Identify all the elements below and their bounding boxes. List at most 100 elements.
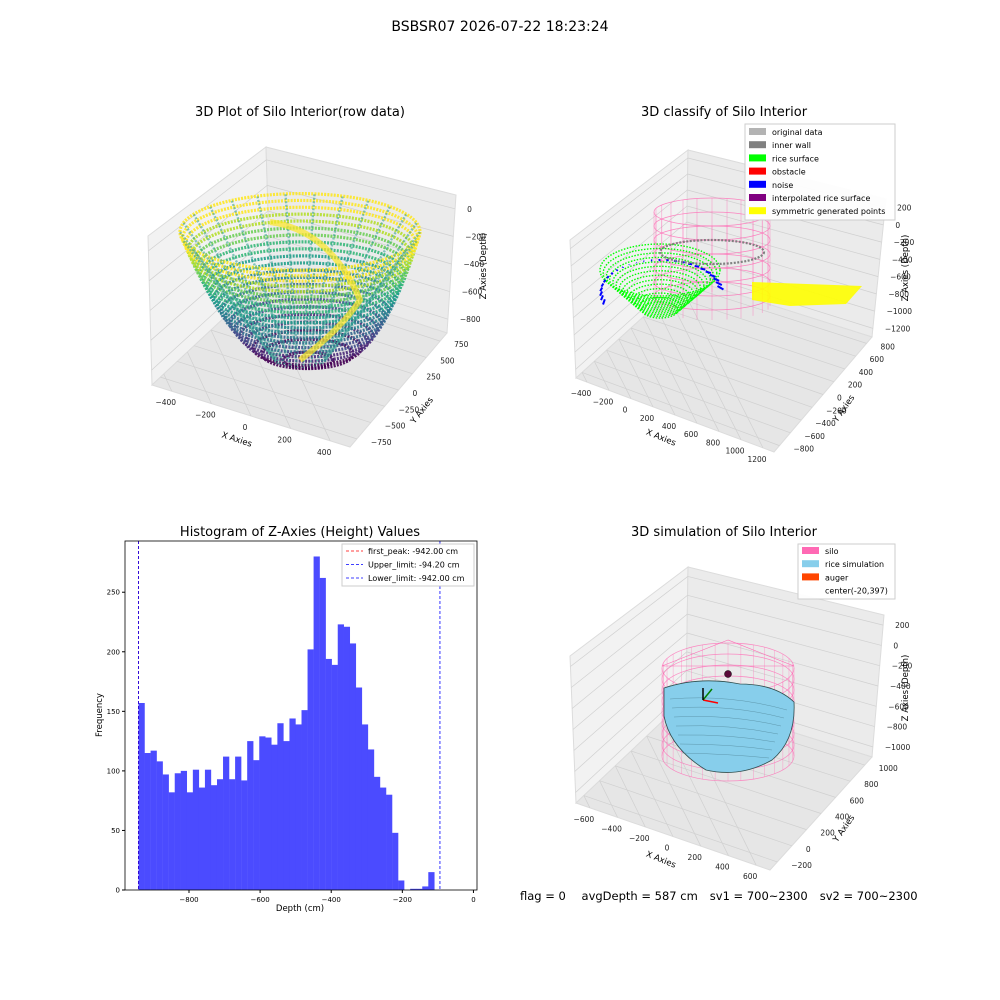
z-tick-label: 0	[467, 205, 472, 214]
histogram-bar	[307, 649, 314, 890]
histogram-bar	[271, 744, 278, 890]
x-tick-label: −200	[629, 834, 650, 843]
histogram-bar	[180, 770, 188, 890]
histogram-bar	[331, 664, 338, 890]
histogram-bar	[235, 756, 242, 890]
center-marker	[724, 670, 732, 678]
histogram-bar	[144, 753, 151, 890]
classify-legend: original data inner wall rice surface obsta…	[744, 123, 896, 221]
raw-scan-stripe	[192, 213, 279, 357]
histogram-bar	[422, 886, 429, 890]
surface-mesh-line	[681, 752, 770, 759]
noise-point	[621, 266, 624, 269]
grid-line-y	[606, 349, 802, 421]
raw-scan-stripe	[192, 248, 279, 365]
z-tick-label: −800	[888, 290, 909, 299]
legend-label: Lower_limit: -942.00 cm	[368, 574, 465, 583]
histogram-bar	[343, 626, 351, 890]
sv1-text: sv1 = 700~2300	[709, 889, 808, 903]
histogram-bar	[247, 741, 254, 890]
histogram-bar	[301, 710, 308, 890]
raw-scan-stripe	[230, 200, 287, 354]
x-tick-label: −600	[574, 815, 595, 824]
legend-swatch	[802, 547, 819, 554]
histogram-y-tick-label: 100	[107, 767, 120, 775]
histogram-bar	[367, 749, 375, 890]
legend-swatch	[749, 180, 766, 188]
z-tick-label: −800	[887, 723, 908, 732]
status-footer: flag = 0 avgDepth = 587 cm sv1 = 700~2300…	[520, 889, 930, 903]
y-tick-label: 500	[440, 356, 455, 365]
z-tick-label: −1000	[885, 743, 911, 752]
y-tick-label: 1000	[879, 764, 898, 773]
y-tick-label: −500	[385, 422, 406, 431]
histogram-bar	[313, 556, 320, 890]
grid-line-z	[151, 261, 270, 371]
histogram-plot-area: −800 −600 −400 −200 0 0 50 100 150 200 250	[107, 541, 476, 904]
silo-roof-cone	[661, 639, 795, 667]
x-tick-label: 0	[623, 406, 628, 415]
y-tick-label: 0	[837, 394, 842, 403]
raw-scan-stripe	[230, 262, 287, 368]
grid-line-y	[583, 795, 778, 863]
grid-line-y	[160, 376, 358, 440]
x-tick-label: 400	[317, 448, 332, 457]
y-tick-label: −750	[371, 438, 392, 447]
grid-line-x	[655, 305, 720, 432]
z-tick-label: −200	[894, 238, 915, 247]
grid-line-z	[570, 173, 688, 267]
noise-point	[688, 262, 693, 266]
legend-swatch	[749, 128, 766, 135]
grid-line-x	[642, 316, 698, 424]
grid-line-y	[599, 780, 792, 847]
y-tick-label: 200	[848, 381, 863, 390]
x-tick-label: 400	[715, 863, 730, 872]
grid-line-z	[571, 595, 688, 688]
noise-point	[715, 281, 723, 286]
legend-label: Upper_limit: -94.20 cm	[368, 561, 460, 570]
raw-scan-stripe	[256, 196, 293, 353]
histogram-bar	[289, 718, 296, 890]
y-tick-label: 0	[413, 389, 418, 398]
histogram-bar	[386, 794, 393, 890]
grid-line-x	[679, 283, 764, 449]
grid-line-y	[618, 338, 813, 408]
raw-scan-stripe	[313, 200, 370, 354]
z-tick-label: −800	[460, 315, 481, 324]
x-tick-label: 200	[640, 414, 655, 423]
rice-surface-ring	[612, 261, 708, 304]
y-tick-label: 600	[850, 796, 865, 805]
grid-line-y	[615, 765, 807, 830]
raw-scan-stripe	[301, 269, 316, 369]
grid-line-y	[581, 372, 780, 446]
legend-swatch	[749, 141, 766, 149]
x-tick-label: 400	[662, 422, 677, 431]
figure-suptitle: BSBSR07 2026-07-22 18:23:24	[391, 19, 608, 35]
noise-point	[606, 275, 610, 279]
grid-line-z	[686, 651, 877, 707]
histogram-bar	[186, 792, 194, 890]
z-tick-label: −400	[892, 255, 913, 264]
z-tick-label: −600	[890, 273, 911, 282]
histogram-bar	[373, 776, 381, 890]
legend-label: noise	[772, 181, 793, 190]
histogram-bar	[265, 737, 272, 890]
rice-surface-ring	[602, 247, 718, 299]
histogram-bar	[162, 774, 169, 890]
z-tick-label: −400	[890, 682, 911, 691]
y-tick-label: −800	[793, 445, 814, 454]
z-tick-label: 0	[893, 641, 898, 650]
histogram-bar	[150, 750, 157, 890]
histogram-x-tick-label: −200	[393, 896, 412, 904]
histogram-legend: first_peak: -942.00 cm Upper_limit: -94.2…	[341, 543, 475, 587]
simulation-3d-plot: 3D simulation of Silo Interior −600−400−…	[569, 525, 913, 881]
histogram-x-tick-label: −600	[250, 896, 269, 904]
legend-label: interpolated rice surface	[772, 194, 870, 203]
y-tick-label: 250	[426, 373, 441, 382]
grid-line-y	[630, 750, 822, 814]
noise-point	[599, 286, 604, 292]
auger-axis	[702, 699, 719, 704]
classify-legend-box	[744, 123, 896, 221]
x-tick-label: 600	[743, 872, 758, 881]
legend-label: inner wall	[772, 141, 811, 150]
